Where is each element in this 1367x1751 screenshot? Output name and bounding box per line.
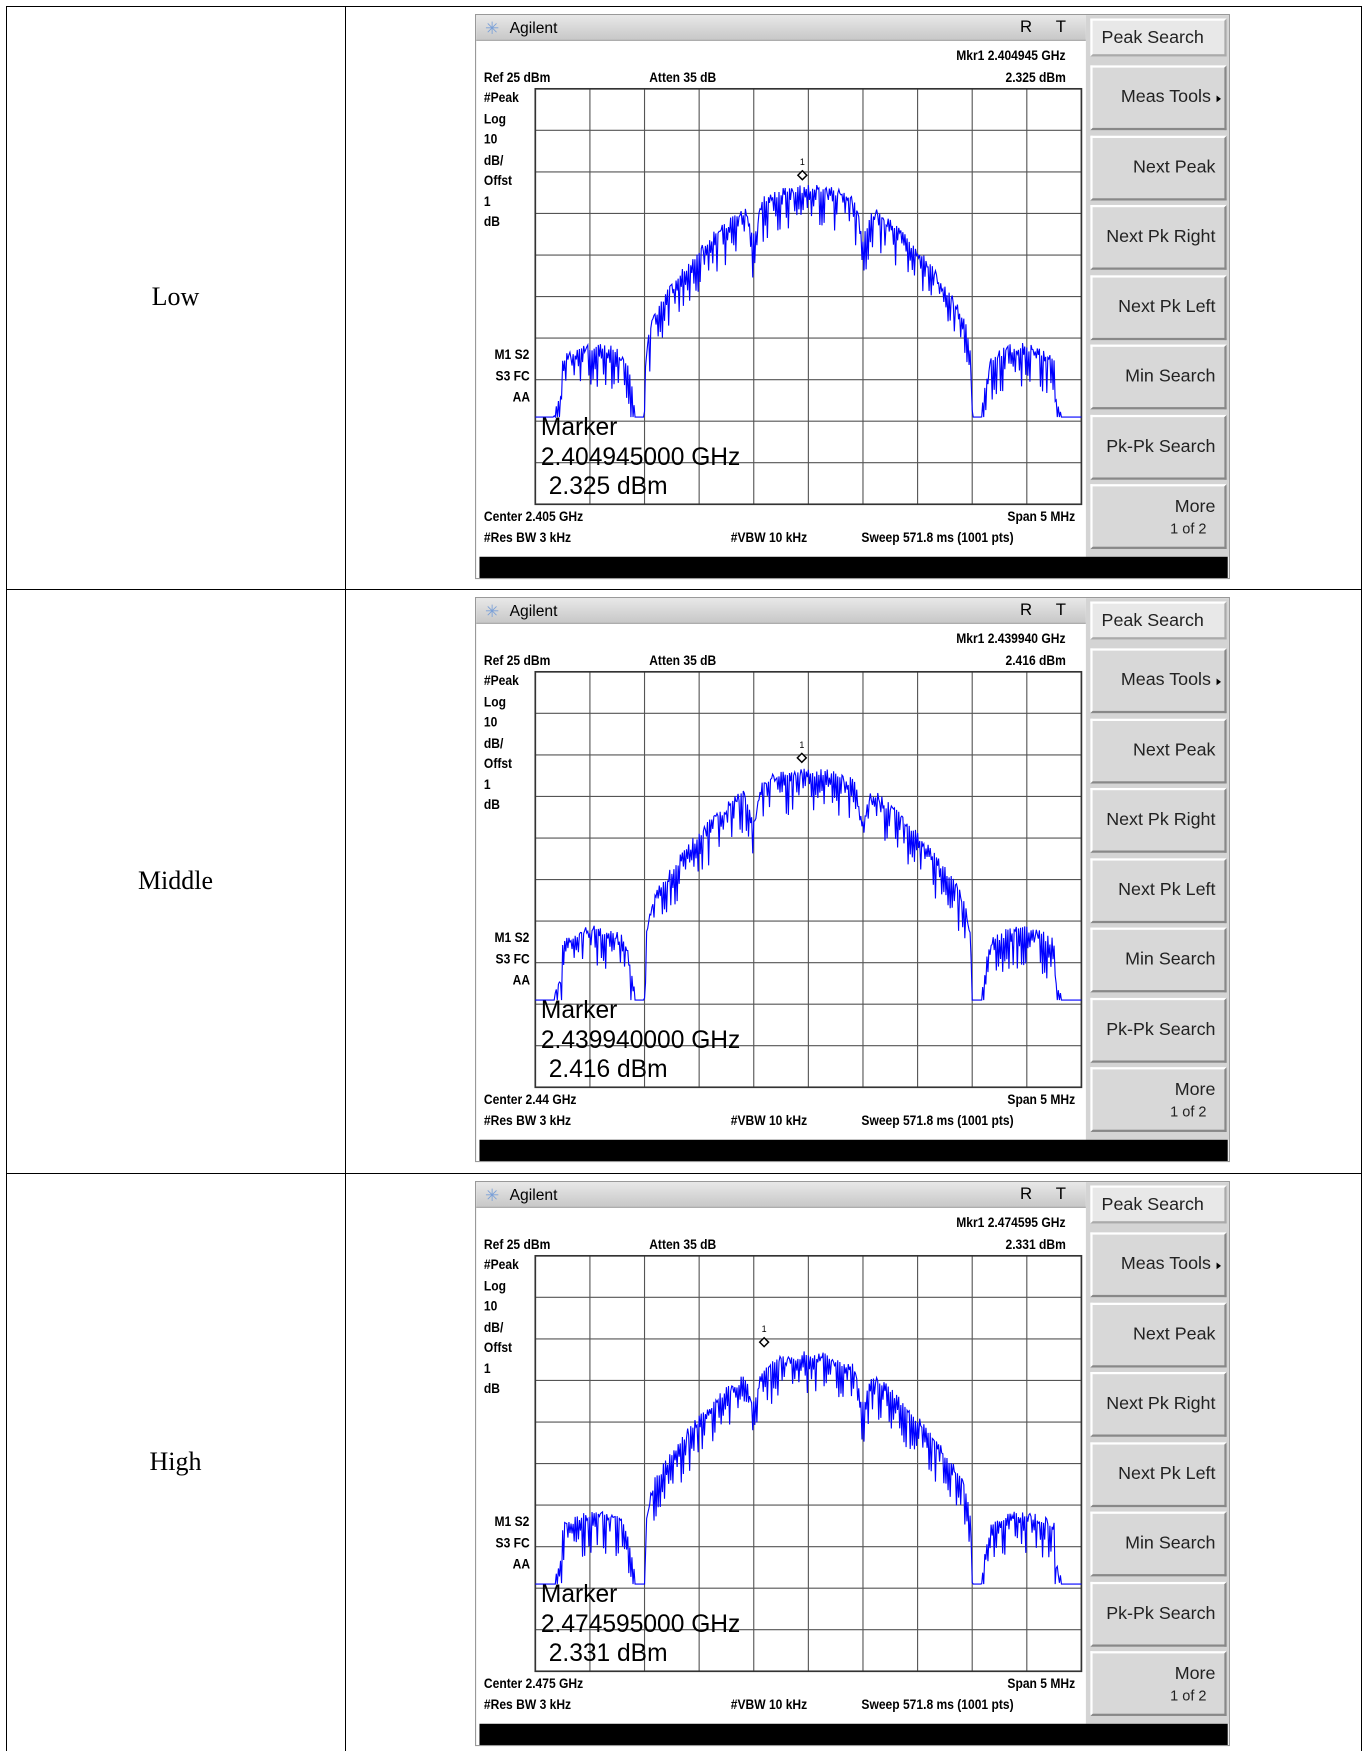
page: Low ✳AgilentRTMkr1 2.404945 GHzRef 25 dBm… <box>0 0 1367 1751</box>
softkey[interactable]: Next Pk Right <box>1090 205 1226 270</box>
softkey[interactable]: Meas Tools <box>1090 1232 1226 1297</box>
softkey-label: Next Pk Right <box>1106 227 1215 247</box>
sweep: Sweep 571.8 ms (1001 pts) <box>861 530 1013 546</box>
vbw: #VBW 10 kHz <box>731 530 807 546</box>
marker-box-line: 2.325 dBm <box>549 472 668 501</box>
softkey: Peak Search <box>1090 1185 1226 1223</box>
softkey-panel: Peak Search Meas Tools Next Peak Next Pk Ri… <box>1086 598 1230 1140</box>
softkey-label: Meas Tools <box>1121 1255 1211 1275</box>
softkey[interactable]: Next Peak <box>1090 718 1226 783</box>
vbw: #VBW 10 kHz <box>731 1113 807 1129</box>
softkey[interactable]: Next Pk Left <box>1090 858 1226 923</box>
res-bw: #Res BW 3 kHz <box>484 1113 571 1129</box>
marker-box-line: Marker <box>541 413 617 442</box>
softkey-label: Min Search <box>1125 1534 1215 1554</box>
softkey[interactable]: Meas Tools <box>1090 648 1226 713</box>
softkey-label: Next Pk Left <box>1118 1464 1215 1484</box>
status-bar <box>479 1724 1227 1745</box>
softkey[interactable]: Pk-Pk Search <box>1090 997 1226 1062</box>
softkey[interactable]: Pk-Pk Search <box>1090 414 1226 479</box>
center-frequency: Center 2.475 GHz <box>484 1676 583 1692</box>
marker-number: 1 <box>800 157 805 167</box>
marker-box-line: 2.439940000 GHz <box>541 1025 740 1054</box>
center-frequency: Center 2.405 GHz <box>484 509 583 525</box>
softkey: Peak Search <box>1090 18 1226 56</box>
sweep: Sweep 571.8 ms (1001 pts) <box>861 1113 1013 1129</box>
softkey-label: Peak Search <box>1102 612 1204 632</box>
softkey[interactable]: More 1 of 2 <box>1090 484 1226 549</box>
softkey[interactable]: Pk-Pk Search <box>1090 1581 1226 1646</box>
softkey-label: More <box>1175 498 1216 518</box>
softkey[interactable]: Min Search <box>1090 345 1226 410</box>
softkey-label: Pk-Pk Search <box>1106 1020 1215 1040</box>
softkey-label: Meas Tools <box>1121 88 1211 108</box>
softkey-label: Next Pk Left <box>1118 880 1215 900</box>
marker-box-line: 2.404945000 GHz <box>541 442 740 471</box>
marker-box-line: Marker <box>541 996 617 1025</box>
softkey[interactable]: Min Search <box>1090 1512 1226 1577</box>
softkey-label: Next Peak <box>1133 1325 1215 1345</box>
softkey-label: Min Search <box>1125 367 1215 387</box>
softkey-label: More <box>1175 1081 1216 1101</box>
softkey-panel: Peak Search Meas Tools Next Peak Next Pk Ri… <box>1086 15 1230 557</box>
analyzer-screen: ✳AgilentRTMkr1 2.474595 GHzRef 25 dBmAtt… <box>475 1181 1230 1746</box>
status-bar <box>479 557 1227 578</box>
marker-box-line: Marker <box>541 1580 617 1609</box>
softkey-panel: Peak Search Meas Tools Next Peak Next Pk Ri… <box>1086 1182 1230 1724</box>
row-label: High <box>6 1447 345 1477</box>
softkey-label: Next Peak <box>1133 158 1215 178</box>
softkey[interactable]: Next Pk Left <box>1090 1442 1226 1507</box>
span: Span 5 MHz <box>1007 1676 1075 1692</box>
softkey[interactable]: Meas Tools <box>1090 65 1226 130</box>
submenu-arrow <box>1217 1263 1221 1270</box>
softkey-label: Peak Search <box>1102 1196 1204 1216</box>
center-frequency: Center 2.44 GHz <box>484 1092 577 1108</box>
softkey-label: Pk-Pk Search <box>1106 1604 1215 1624</box>
softkey-label: More <box>1175 1665 1216 1685</box>
status-bar <box>479 1140 1227 1161</box>
sweep: Sweep 571.8 ms (1001 pts) <box>861 1697 1013 1713</box>
marker-number: 1 <box>799 740 804 750</box>
marker-number: 1 <box>762 1324 767 1334</box>
softkey-label: Pk-Pk Search <box>1106 437 1215 457</box>
softkey[interactable]: Next Pk Right <box>1090 788 1226 853</box>
row-label: Middle <box>6 866 345 896</box>
softkey-label: Next Peak <box>1133 741 1215 761</box>
softkey-label: Min Search <box>1125 950 1215 970</box>
row-label: Low <box>6 282 345 312</box>
vbw: #VBW 10 kHz <box>731 1697 807 1713</box>
softkey[interactable]: Min Search <box>1090 928 1226 993</box>
softkey[interactable]: Next Pk Right <box>1090 1372 1226 1437</box>
softkey[interactable]: Next Pk Left <box>1090 275 1226 340</box>
softkey[interactable]: Next Peak <box>1090 1302 1226 1367</box>
submenu-arrow <box>1217 679 1221 686</box>
softkey[interactable]: More 1 of 2 <box>1090 1651 1226 1716</box>
softkey-label: Next Pk Left <box>1118 297 1215 317</box>
softkey[interactable]: Next Peak <box>1090 135 1226 200</box>
softkey[interactable]: More 1 of 2 <box>1090 1067 1226 1132</box>
marker-box-line: 2.331 dBm <box>549 1639 668 1668</box>
softkey: Peak Search <box>1090 601 1226 639</box>
softkey-page: 1 of 2 <box>1170 1687 1206 1704</box>
span: Span 5 MHz <box>1007 509 1075 525</box>
softkey-page: 1 of 2 <box>1170 520 1206 537</box>
res-bw: #Res BW 3 kHz <box>484 1697 571 1713</box>
softkey-label: Next Pk Right <box>1106 810 1215 830</box>
submenu-arrow <box>1217 96 1221 103</box>
marker-box-line: 2.474595000 GHz <box>541 1609 740 1638</box>
softkey-label: Meas Tools <box>1121 671 1211 691</box>
res-bw: #Res BW 3 kHz <box>484 530 571 546</box>
softkey-page: 1 of 2 <box>1170 1103 1206 1120</box>
span: Span 5 MHz <box>1007 1092 1075 1108</box>
softkey-label: Peak Search <box>1102 29 1204 49</box>
softkey-label: Next Pk Right <box>1106 1394 1215 1414</box>
marker-box-line: 2.416 dBm <box>549 1055 668 1084</box>
